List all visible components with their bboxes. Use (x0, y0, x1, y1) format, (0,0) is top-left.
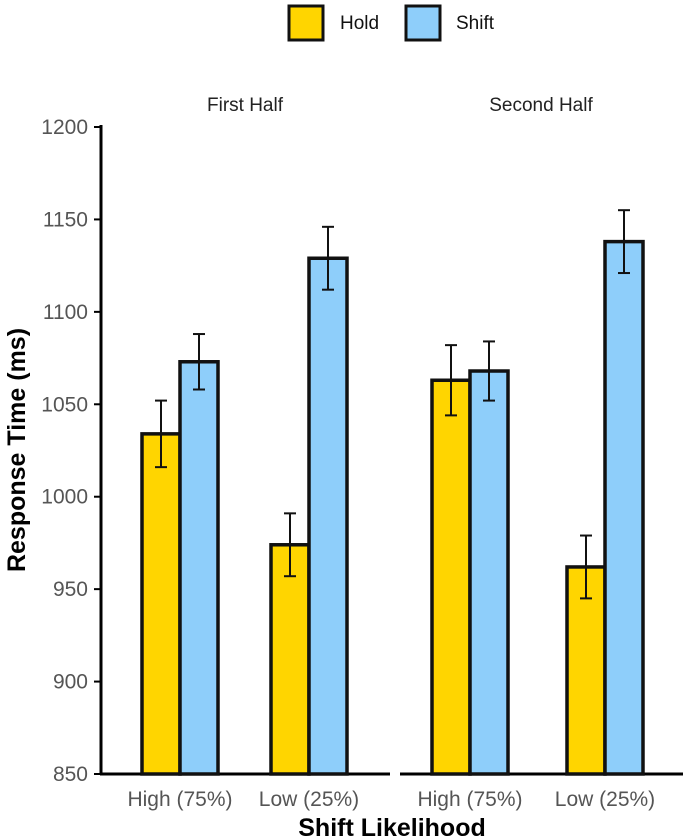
bar-hold (430, 378, 472, 776)
y-tick-label: 1100 (43, 301, 88, 324)
bar-hold (140, 432, 182, 776)
chart-marks (94, 125, 683, 776)
bar-shift (178, 360, 220, 776)
legend-swatch-hold (287, 4, 325, 42)
legend: Hold Shift (287, 4, 495, 42)
y-tick-label: 1200 (41, 116, 88, 139)
y-tick-label: 1050 (41, 393, 88, 416)
y-tick-label: 900 (53, 671, 88, 694)
x-tick-label-second-high: High (75%) (417, 788, 522, 811)
y-tick-label: 850 (53, 763, 88, 786)
legend-label-hold: Hold (340, 13, 379, 34)
y-tick-label: 1000 (41, 486, 88, 509)
legend-label-shift: Shift (456, 13, 495, 34)
y-tick-label: 1150 (43, 208, 88, 231)
bar-shift (307, 256, 349, 776)
x-axis-title: Shift Likelihood (298, 814, 486, 840)
x-tick-label-second-low: Low (25%) (555, 788, 655, 811)
x-tick-label-first-low: Low (25%) (259, 788, 359, 811)
y-tick-labels: 850 900 950 1000 1050 1100 1150 1200 (41, 116, 88, 786)
bar-hold (269, 543, 311, 776)
facet-title-first-half: First Half (207, 95, 284, 116)
bar-shift (603, 239, 645, 776)
bar-shift (468, 369, 510, 776)
y-axis-title: Response Time (ms) (3, 328, 31, 572)
x-tick-label-first-high: High (75%) (127, 788, 232, 811)
facet-title-second-half: Second Half (489, 95, 593, 116)
y-tick-label: 950 (53, 578, 88, 601)
legend-swatch-shift (404, 4, 442, 42)
